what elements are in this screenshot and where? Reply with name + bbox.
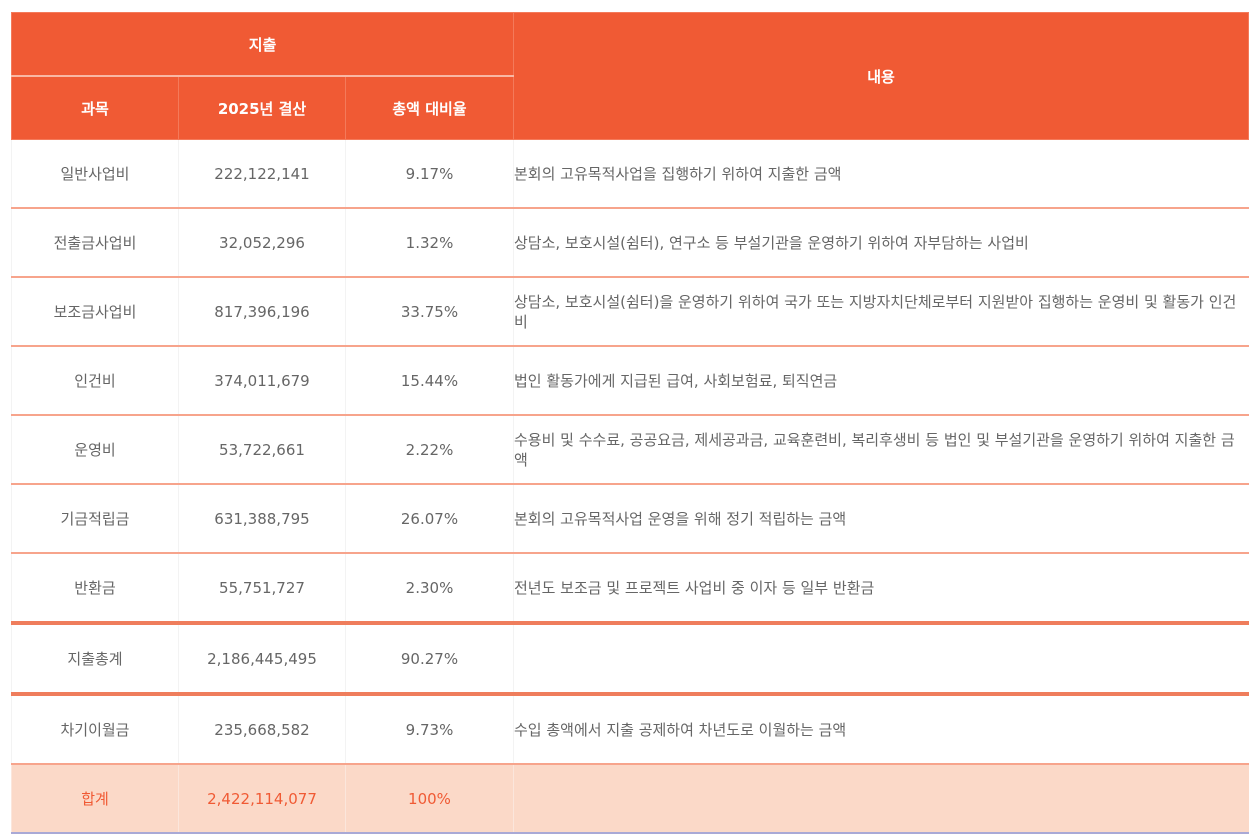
subtotal-desc (513, 623, 1249, 696)
ratio-cell: 33.75% (345, 277, 514, 347)
item-cell: 일반사업비 (11, 139, 179, 209)
carryover-ratio: 9.73% (345, 694, 514, 765)
expenditure-table: 지출 내용 과목 2025년 결산 총액 대비율 일반사업비 222,122,14… (11, 12, 1249, 834)
item-cell: 인건비 (11, 346, 179, 416)
header-amount: 2025년 결산 (178, 75, 346, 140)
carryover-label: 차기이월금 (11, 694, 179, 765)
carryover-amount: 235,668,582 (178, 694, 346, 765)
carryover-desc: 수입 총액에서 지출 공제하여 차년도로 이월하는 금액 (513, 694, 1249, 765)
item-cell: 운영비 (11, 415, 179, 485)
desc-cell: 본회의 고유목적사업 운영을 위해 정기 적립하는 금액 (513, 484, 1249, 554)
table-row: 보조금사업비 817,396,196 33.75% 상담소, 보호시설(쉼터)을 운영… (11, 277, 1249, 347)
table-row: 운영비 53,722,661 2.22% 수용비 및 수수료, 공공요금, 제세공과금… (11, 415, 1249, 485)
subtotal-amount: 2,186,445,495 (178, 623, 346, 696)
total-row: 합계 2,422,114,077 100% (11, 764, 1249, 834)
subtotal-ratio: 90.27% (345, 623, 514, 696)
desc-cell: 수용비 및 수수료, 공공요금, 제세공과금, 교육훈련비, 복리후생비 등 법… (513, 415, 1249, 485)
ratio-cell: 9.17% (345, 139, 514, 209)
subtotal-label: 지출총계 (11, 623, 179, 696)
amount-cell: 222,122,141 (178, 139, 346, 209)
desc-cell: 상담소, 보호시설(쉼터)을 운영하기 위하여 국가 또는 지방자치단체로부터 … (513, 277, 1249, 347)
amount-cell: 32,052,296 (178, 208, 346, 278)
table-row: 반환금 55,751,727 2.30% 전년도 보조금 및 프로젝트 사업비 중 이… (11, 553, 1249, 625)
ratio-cell: 26.07% (345, 484, 514, 554)
header-ratio: 총액 대비율 (345, 75, 514, 140)
ratio-cell: 15.44% (345, 346, 514, 416)
total-amount: 2,422,114,077 (178, 764, 346, 834)
amount-cell: 55,751,727 (178, 553, 346, 625)
desc-cell: 상담소, 보호시설(쉼터), 연구소 등 부설기관을 운영하기 위하여 자부담하… (513, 208, 1249, 278)
item-cell: 전출금사업비 (11, 208, 179, 278)
item-cell: 반환금 (11, 553, 179, 625)
amount-cell: 631,388,795 (178, 484, 346, 554)
subtotal-row: 지출총계 2,186,445,495 90.27% (11, 623, 1249, 696)
table-row: 기금적립금 631,388,795 26.07% 본회의 고유목적사업 운영을 위해 … (11, 484, 1249, 554)
desc-cell: 본회의 고유목적사업을 집행하기 위하여 지출한 금액 (513, 139, 1249, 209)
header-content: 내용 (513, 12, 1249, 140)
carryover-row: 차기이월금 235,668,582 9.73% 수입 총액에서 지출 공제하여 차년도… (11, 694, 1249, 765)
desc-cell: 법인 활동가에게 지급된 급여, 사회보험료, 퇴직연금 (513, 346, 1249, 416)
ratio-cell: 2.30% (345, 553, 514, 625)
table-row: 일반사업비 222,122,141 9.17% 본회의 고유목적사업을 집행하기 위하… (11, 139, 1249, 209)
table-row: 인건비 374,011,679 15.44% 법인 활동가에게 지급된 급여, 사회보… (11, 346, 1249, 416)
amount-cell: 53,722,661 (178, 415, 346, 485)
item-cell: 보조금사업비 (11, 277, 179, 347)
total-label: 합계 (11, 764, 179, 834)
ratio-cell: 1.32% (345, 208, 514, 278)
ratio-cell: 2.22% (345, 415, 514, 485)
total-ratio: 100% (345, 764, 514, 834)
total-desc (513, 764, 1249, 834)
amount-cell: 817,396,196 (178, 277, 346, 347)
table-row: 전출금사업비 32,052,296 1.32% 상담소, 보호시설(쉼터), 연구소 … (11, 208, 1249, 278)
header-expenditure: 지출 (11, 12, 514, 77)
header-item: 과목 (11, 75, 179, 140)
item-cell: 기금적립금 (11, 484, 179, 554)
amount-cell: 374,011,679 (178, 346, 346, 416)
desc-cell: 전년도 보조금 및 프로젝트 사업비 중 이자 등 일부 반환금 (513, 553, 1249, 625)
